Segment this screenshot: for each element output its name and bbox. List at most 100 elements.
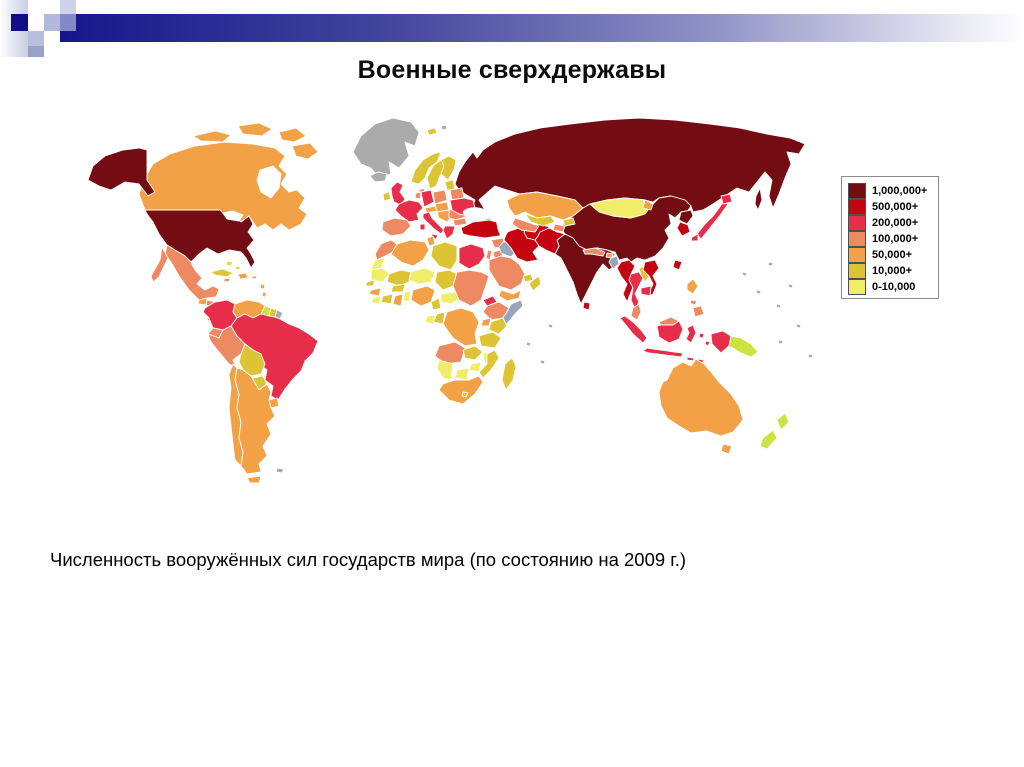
decor-square-1 <box>60 0 76 14</box>
region-indian-islands <box>547 323 554 329</box>
region-pacific-islands <box>767 261 774 267</box>
region-yemen <box>498 289 522 302</box>
region-bulgaria <box>452 217 468 227</box>
region-cameroon <box>430 297 442 311</box>
region-arctic-canada <box>192 130 232 143</box>
legend-swatch <box>848 183 866 199</box>
region-sri-lanka <box>582 301 591 311</box>
region-malaysia <box>630 303 642 321</box>
region-israel <box>485 249 493 261</box>
region-antilles <box>261 291 268 298</box>
region-poland <box>432 189 448 205</box>
region-netherlands <box>414 191 422 200</box>
region-black-sea <box>462 207 490 220</box>
region-mongolia <box>589 197 652 219</box>
legend-item: 200,000+ <box>848 214 934 231</box>
region-australia <box>658 358 744 437</box>
region-japan <box>696 201 729 240</box>
region-kazakhstan <box>506 191 584 221</box>
region-alaska <box>87 147 156 197</box>
decor-square-2 <box>44 14 60 31</box>
region-hudson-bay <box>256 165 282 199</box>
region-guinea <box>368 287 382 297</box>
region-falklands <box>275 467 285 474</box>
region-pacific-islands <box>787 283 794 289</box>
region-indian-islands <box>525 341 532 347</box>
legend-swatch <box>848 262 866 279</box>
region-moluccas <box>704 340 711 347</box>
header-gradient-bar <box>60 14 1024 42</box>
region-antilles <box>259 283 266 290</box>
region-new-zealand <box>759 429 778 450</box>
region-bangladesh <box>608 255 620 270</box>
legend: 1,000,000+ 500,000+ 200,000+ 100,000+ 50,000… <box>841 176 939 299</box>
region-italy <box>419 223 426 231</box>
region-morocco <box>374 239 398 261</box>
region-kenya <box>488 317 508 335</box>
region-madagascar <box>501 357 517 391</box>
region-south-africa <box>438 375 484 405</box>
region-philippines-luzon <box>686 278 699 295</box>
region-moluccas <box>698 332 705 339</box>
region-caspian-sea <box>496 210 510 237</box>
region-pacific-islands <box>777 339 784 345</box>
region-new-guinea-west <box>710 330 732 354</box>
region-egypt <box>458 243 486 270</box>
region-philippines-visayas <box>689 299 698 306</box>
region-sulawesi <box>685 324 697 344</box>
decor-square-5 <box>28 46 44 57</box>
region-cambodia <box>640 285 652 297</box>
region-lesotho <box>461 391 469 398</box>
legend-swatch <box>848 246 866 263</box>
legend-label: 1,000,000+ <box>872 185 928 197</box>
region-papua-new-guinea <box>728 335 759 358</box>
legend-label: 0-10,000 <box>872 281 916 293</box>
region-russia <box>754 187 763 211</box>
region-arctic-canada <box>237 122 273 137</box>
region-france <box>394 199 424 223</box>
region-bahamas <box>225 260 234 267</box>
region-pakistan <box>534 227 566 255</box>
region-pacific-islands <box>795 323 802 329</box>
legend-label: 500,000+ <box>872 201 919 213</box>
region-tierra-del-fuego <box>246 475 262 484</box>
region-uk <box>390 181 406 206</box>
region-tunisia <box>426 235 436 247</box>
region-mexico <box>150 246 169 283</box>
legend-item: 1,000,000+ <box>848 183 934 199</box>
region-cuba <box>210 268 234 278</box>
region-mozambique <box>478 349 500 379</box>
region-bahamas <box>234 265 242 271</box>
region-arctic-canada <box>278 127 307 143</box>
region-south-korea <box>676 221 691 237</box>
legend-label: 100,000+ <box>872 233 919 245</box>
region-greenland <box>352 117 420 179</box>
region-iceland <box>369 171 388 183</box>
legend-item: 100,000+ <box>848 230 934 247</box>
legend-item: 50,000+ <box>848 246 934 263</box>
legend-swatch <box>848 198 866 215</box>
region-eritrea <box>482 295 498 307</box>
region-pacific-islands <box>775 303 782 309</box>
region-tanzania <box>478 331 502 349</box>
region-mali <box>386 269 412 287</box>
region-borneo-indonesia <box>656 320 684 344</box>
region-togo-benin <box>402 290 412 303</box>
legend-swatch <box>848 278 866 295</box>
region-ireland <box>382 191 392 202</box>
region-svalbard-gray <box>440 124 448 131</box>
region-vietnam <box>642 259 660 298</box>
region-algeria <box>390 239 430 267</box>
region-lesser-sunda <box>686 356 695 362</box>
region-italy <box>422 211 445 235</box>
region-argentina <box>234 367 276 475</box>
region-spain <box>381 217 412 237</box>
region-senegal <box>364 279 376 287</box>
region-niger <box>408 267 436 285</box>
region-hispaniola <box>237 272 249 280</box>
region-puerto-rico <box>251 275 258 280</box>
slide-title: Военные сверхдержавы <box>357 56 667 84</box>
region-burkina-faso <box>390 283 406 293</box>
region-zambia <box>462 345 484 361</box>
region-saudi-arabia <box>488 255 526 291</box>
